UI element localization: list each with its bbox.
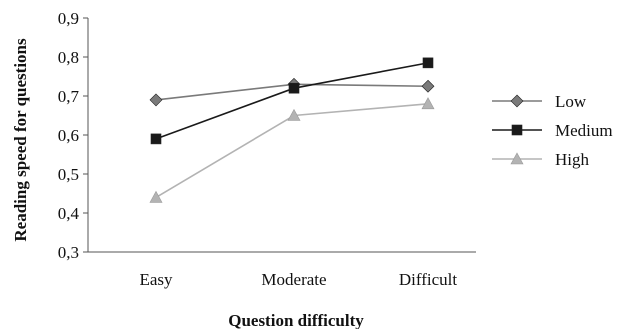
data-point — [150, 133, 162, 145]
legend-item-low: Low — [492, 92, 587, 111]
data-point — [511, 124, 523, 136]
data-point — [287, 108, 301, 121]
data-point — [421, 97, 435, 110]
data-point — [288, 82, 300, 94]
y-tick-label: 0,7 — [58, 87, 80, 106]
x-tick-label: Moderate — [261, 270, 326, 289]
legend-item-high: High — [492, 150, 590, 169]
y-tick-label: 0,8 — [58, 48, 79, 67]
data-point — [149, 93, 163, 107]
x-tick-label: Easy — [139, 270, 173, 289]
y-tick-labels: 0,3 0,4 0,5 0,6 0,7 0,8 0,9 — [58, 9, 80, 262]
data-point — [421, 79, 435, 93]
legend-label: Low — [555, 92, 587, 111]
series-group — [149, 57, 435, 203]
legend-label: Medium — [555, 121, 613, 140]
x-axis-title: Question difficulty — [228, 311, 364, 329]
y-tick-label: 0,4 — [58, 204, 80, 223]
series-line — [155, 62, 429, 140]
y-axis-title: Reading speed for questions — [11, 38, 30, 242]
chart-axes — [83, 17, 476, 253]
x-tick-labels: Easy Moderate Difficult — [139, 270, 457, 289]
y-tick-label: 0,5 — [58, 165, 79, 184]
legend-item-medium: Medium — [492, 121, 613, 140]
y-tick-label: 0,6 — [58, 126, 79, 145]
series-high — [149, 97, 435, 203]
y-tick-label: 0,3 — [58, 243, 79, 262]
legend: Low Medium High — [492, 92, 613, 169]
data-point — [422, 57, 434, 69]
y-tick-label: 0,9 — [58, 9, 79, 28]
x-tick-label: Difficult — [399, 270, 458, 289]
legend-label: High — [555, 150, 590, 169]
data-point — [149, 190, 163, 203]
data-point — [510, 152, 524, 165]
data-point — [510, 94, 524, 108]
series-medium — [150, 57, 434, 145]
